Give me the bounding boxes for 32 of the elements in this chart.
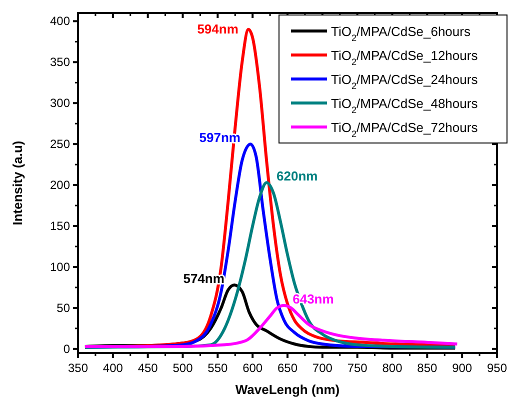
x-tick-label: 800 xyxy=(382,361,403,375)
legend-label: TiO$_{2}$/MPA/CdSe_6hours xyxy=(331,24,471,43)
legend-label: TiO$_{2}$/MPA/CdSe_24hours xyxy=(331,72,478,91)
annotation: 620nm xyxy=(276,168,318,184)
annotation: 594nm xyxy=(197,21,238,36)
y-tick-label: 250 xyxy=(50,137,70,152)
x-tick-label: 900 xyxy=(452,361,472,375)
x-axis-title: WaveLengh (nm) xyxy=(235,382,340,397)
y-tick-label: 0 xyxy=(63,342,70,356)
x-tick-label: 700 xyxy=(312,361,333,375)
x-tick-label: 750 xyxy=(347,361,368,375)
y-tick-label: 150 xyxy=(50,219,70,234)
y-tick-label: 100 xyxy=(50,260,70,274)
y-tick-label: 200 xyxy=(50,178,70,192)
line-series xyxy=(83,304,459,348)
x-tick-label: 650 xyxy=(277,361,298,375)
x-tick-label: 550 xyxy=(208,361,228,375)
x-tick-label: 400 xyxy=(102,361,124,375)
x-tick-label: 500 xyxy=(172,361,194,375)
x-tick-label: 450 xyxy=(138,361,158,375)
x-tick-label: 850 xyxy=(417,361,438,375)
legend-label: TiO$_{2}$/MPA/CdSe_72hours xyxy=(331,120,478,139)
legend-label: TiO$_{2}$/MPA/CdSe_48hours xyxy=(331,96,478,115)
x-tick-label: 950 xyxy=(486,361,508,375)
legend-label: TiO$_{2}$/MPA/CdSe_12hours xyxy=(331,48,478,67)
y-tick-label: 300 xyxy=(50,96,70,110)
y-tick-label: 50 xyxy=(56,300,70,315)
y-tick-label: 350 xyxy=(50,55,70,70)
x-tick-label: 600 xyxy=(242,361,263,375)
y-axis-title: Intensity (a.u) xyxy=(10,140,25,226)
x-tick-label: 350 xyxy=(68,361,88,375)
y-tick-label: 400 xyxy=(50,14,70,28)
